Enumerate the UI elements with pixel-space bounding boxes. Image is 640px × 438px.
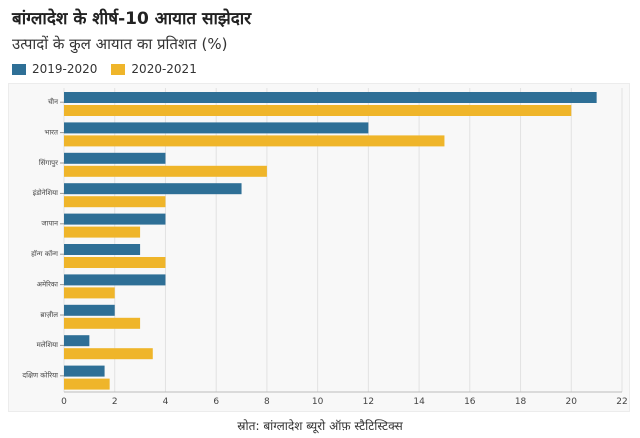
- bar-2020-2021-2: [64, 165, 267, 177]
- x-tick-label: 16: [464, 397, 476, 407]
- legend-item-2020-2021: 2020-2021: [111, 62, 197, 76]
- bar-2019-2020-5: [64, 244, 141, 255]
- category-label: हॉन्ग कॉन्ग: [31, 249, 59, 258]
- bar-2019-2020-6: [64, 274, 166, 286]
- category-label: अमेरिका: [37, 279, 59, 288]
- legend-swatch-2020-2021: [111, 63, 126, 75]
- bar-2020-2021-1: [64, 135, 445, 147]
- bar-2020-2021-6: [64, 287, 115, 299]
- category-label: सिंगापुर: [39, 158, 58, 167]
- bar-2019-2020-7: [64, 304, 115, 316]
- legend-item-2019-2020: 2019-2020: [12, 62, 97, 76]
- bar-2019-2020-2: [64, 152, 166, 164]
- category-label: भारत: [44, 128, 59, 136]
- bar-2019-2020-4: [64, 213, 166, 225]
- x-tick-label: 14: [413, 397, 425, 407]
- category-label: जापान: [41, 220, 58, 228]
- x-tick-label: 20: [566, 397, 578, 407]
- bar-2019-2020-8: [64, 335, 90, 347]
- bar-2019-2020-9: [64, 365, 105, 377]
- bar-2019-2020-0: [64, 92, 597, 103]
- legend-label-2020-2021: 2020-2021: [131, 62, 197, 76]
- bar-2019-2020-1: [64, 122, 369, 134]
- bar-2020-2021-4: [64, 226, 141, 238]
- bar-2020-2021-9: [64, 378, 110, 390]
- chart-subtitle: उत्पादों के कुल आयात का प्रतिशत (%): [12, 35, 228, 53]
- legend: 2019-2020 2020-2021: [12, 62, 211, 76]
- x-tick-label: 22: [616, 397, 627, 407]
- chart-title: बांग्लादेश के शीर्ष-10 आयात साझेदार: [12, 9, 252, 29]
- bar-2020-2021-5: [64, 257, 166, 268]
- x-tick-label: 6: [213, 397, 219, 407]
- bar-2020-2021-7: [64, 317, 141, 329]
- bar-2020-2021-8: [64, 348, 153, 360]
- x-tick-label: 12: [363, 397, 374, 407]
- bar-2020-2021-0: [64, 105, 572, 116]
- bar-2019-2020-3: [64, 183, 242, 195]
- legend-label-2019-2020: 2019-2020: [32, 62, 98, 76]
- x-tick-label: 18: [515, 397, 527, 407]
- x-tick-label: 10: [312, 397, 324, 407]
- source-note: स्रोत: बांग्लादेश ब्यूरो ऑफ़ स्टैटिस्टिक…: [237, 419, 403, 433]
- x-tick-label: 2: [112, 397, 118, 407]
- category-label: दक्षिण कोरिया: [22, 371, 58, 380]
- category-label: मलेशिया: [37, 340, 59, 349]
- category-label: ब्राज़ील: [40, 310, 58, 319]
- x-tick-label: 8: [264, 397, 270, 407]
- bar-2020-2021-3: [64, 196, 166, 208]
- category-label: इंडोनेशिया: [33, 188, 59, 197]
- legend-swatch-2019-2020: [12, 63, 26, 75]
- x-tick-label: 4: [163, 397, 169, 407]
- category-label: चीन: [48, 97, 58, 106]
- x-tick-label: 0: [61, 397, 67, 407]
